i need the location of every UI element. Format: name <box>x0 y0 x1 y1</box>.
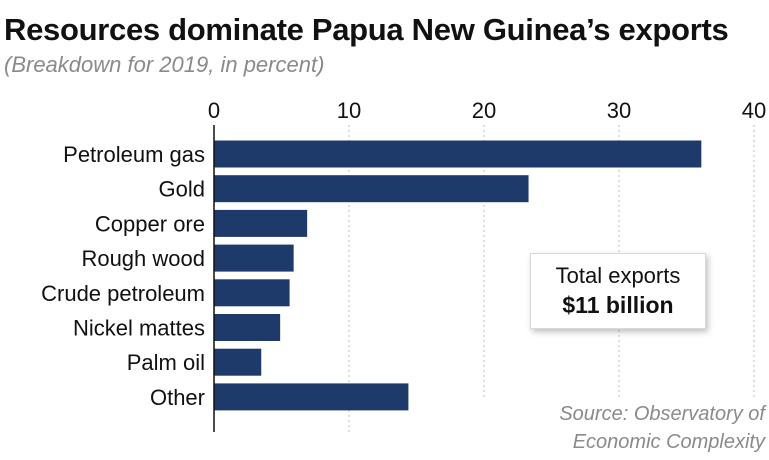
bar-rough-wood <box>214 244 294 272</box>
chart-title: Resources dominate Papua New Guinea’s ex… <box>4 12 729 47</box>
category-label-petroleum-gas: Petroleum gas <box>63 142 205 167</box>
source-line-1: Source: Observatory of <box>559 403 765 425</box>
bar-nickel-mattes <box>214 314 281 341</box>
category-label-crude-petroleum: Crude petroleum <box>41 281 205 306</box>
x-tick-label-20: 20 <box>472 98 496 123</box>
bar-palm-oil <box>214 348 262 376</box>
bar-gold <box>214 175 529 203</box>
x-tick-label-40: 40 <box>742 98 766 123</box>
bar-other <box>214 383 409 411</box>
x-tick-label-10: 10 <box>337 98 361 123</box>
callout-value: $11 billion <box>562 292 674 318</box>
x-tick-label-0: 0 <box>208 98 220 123</box>
bar-petroleum-gas <box>214 140 702 168</box>
category-label-copper-ore: Copper ore <box>95 211 205 236</box>
source-line-2: Economic Complexity <box>572 431 765 453</box>
category-label-palm-oil: Palm oil <box>127 350 205 375</box>
source-note: Source: Observatory of Economic Complexi… <box>445 400 765 456</box>
category-label-other: Other <box>150 385 205 410</box>
bar-crude-petroleum <box>214 279 290 307</box>
category-label-nickel-mattes: Nickel mattes <box>73 316 205 341</box>
callout-label: Total exports <box>555 263 681 288</box>
chart-subtitle: (Breakdown for 2019, in percent) <box>4 52 325 77</box>
category-label-gold: Gold <box>159 177 205 202</box>
total-exports-callout: Total exports $11 billion <box>530 253 706 329</box>
category-label-rough-wood: Rough wood <box>81 246 205 271</box>
bar-copper-ore <box>214 209 308 237</box>
x-tick-label-30: 30 <box>607 98 631 123</box>
